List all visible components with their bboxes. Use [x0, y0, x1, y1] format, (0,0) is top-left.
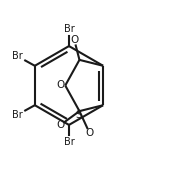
Text: O: O [56, 80, 64, 90]
Text: O: O [56, 120, 64, 130]
Text: S: S [75, 110, 82, 120]
Text: Br: Br [64, 23, 74, 33]
Text: O: O [85, 128, 94, 138]
Text: Br: Br [12, 51, 23, 61]
Text: O: O [70, 35, 78, 45]
Text: Br: Br [12, 110, 23, 120]
Text: Br: Br [64, 137, 74, 147]
